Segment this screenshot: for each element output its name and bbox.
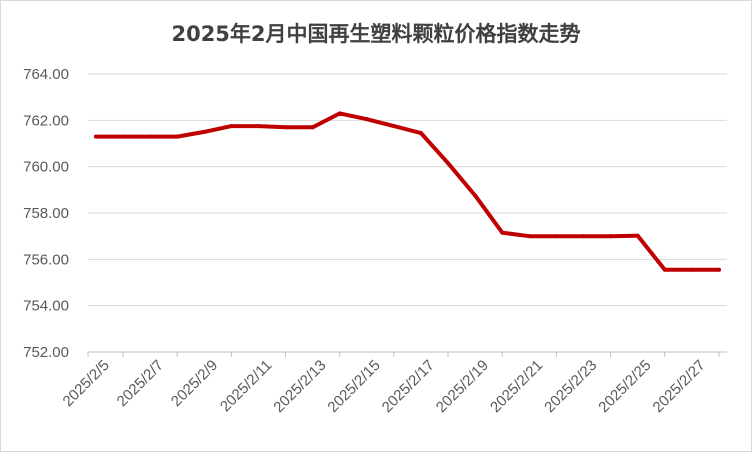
y-tick-label: 754.00 (23, 298, 69, 315)
data-point (94, 134, 98, 139)
data-point (148, 134, 153, 139)
data-point (202, 129, 207, 134)
data-point (337, 111, 342, 116)
data-point (608, 234, 613, 239)
x-tick-label: 2025/2/9 (168, 357, 221, 410)
x-tick-label: 2025/2/11 (217, 357, 275, 415)
x-tick-label: 2025/2/23 (541, 357, 600, 416)
x-tick-label: 2025/2/7 (114, 357, 167, 410)
x-tick-label: 2025/2/27 (650, 357, 709, 416)
x-tick-label: 2025/2/25 (595, 357, 654, 416)
y-tick-label: 752.00 (23, 344, 69, 361)
x-tick-label: 2025/2/15 (324, 357, 383, 416)
data-point (473, 193, 478, 198)
data-point (121, 134, 126, 139)
x-tick-label: 2025/2/21 (487, 357, 546, 416)
data-point (717, 267, 721, 272)
y-tick-label: 764.00 (23, 66, 69, 83)
data-point (391, 124, 396, 129)
x-tick-label: 2025/2/17 (379, 357, 438, 416)
gridlines (88, 73, 727, 307)
data-point (554, 234, 559, 239)
y-tick-label: 756.00 (23, 251, 69, 268)
data-point (635, 233, 640, 238)
series-line (94, 111, 721, 272)
data-point (500, 230, 505, 235)
x-tick-label: 2025/2/19 (433, 357, 492, 416)
data-point (229, 124, 234, 129)
y-tick-label: 760.00 (23, 159, 69, 176)
y-axis-ticks: 752.00 754.00 756.00 758.00 760.00 762.00 764.… (23, 66, 69, 361)
data-point (581, 234, 586, 239)
y-tick-label: 758.00 (23, 205, 69, 222)
data-point (364, 117, 369, 122)
data-point (283, 125, 288, 130)
data-point (446, 161, 451, 166)
y-tick-label: 762.00 (23, 112, 69, 129)
data-point (527, 234, 532, 239)
series-layer (94, 111, 721, 272)
data-point (419, 131, 424, 136)
x-tick-label: 2025/2/13 (270, 357, 329, 416)
data-point (689, 267, 694, 272)
data-point (256, 124, 261, 129)
chart-title: 2025年2月中国再生塑料颗粒价格指数走势 (171, 22, 581, 46)
x-tick-label: 2025/2/5 (60, 357, 113, 410)
data-point (175, 134, 180, 139)
x-axis (87, 351, 727, 357)
data-point (310, 125, 315, 130)
x-axis-ticks: 2025/2/5 2025/2/7 2025/2/92025/2/112025/2/… (60, 357, 709, 416)
data-point (662, 267, 667, 272)
